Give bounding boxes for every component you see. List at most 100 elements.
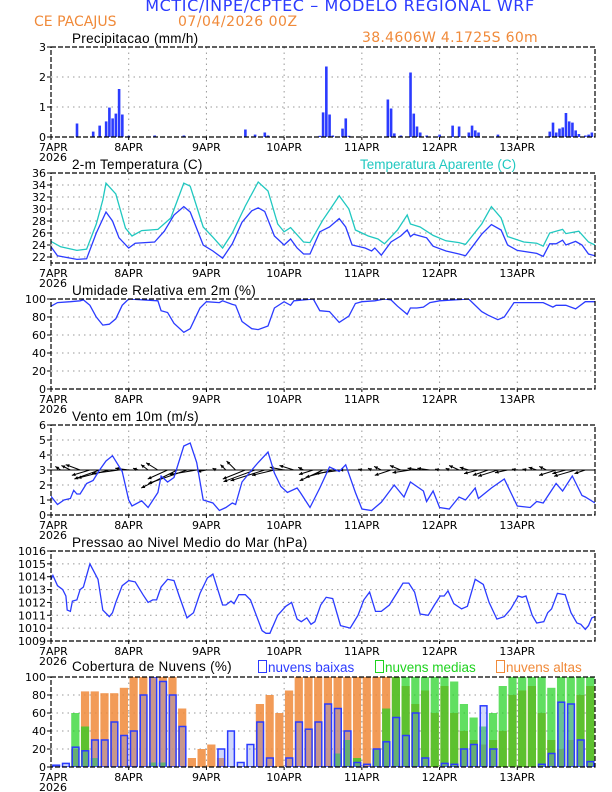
precip-bar (467, 132, 471, 137)
wind-vector-arrow (140, 464, 149, 471)
low-cloud-bar (382, 741, 391, 767)
wind-arrow-head (133, 467, 137, 471)
x-year-label: 2026 (39, 529, 67, 542)
legend-high-label: nuvens altas (506, 660, 582, 675)
x-tick-label: 12APR (422, 519, 458, 532)
x-tick-label: 11APR (344, 267, 380, 280)
wind-vector-arrow (145, 462, 159, 471)
x-tick-label: 13APR (499, 267, 535, 280)
precip-bar (386, 99, 390, 137)
wind-arrow-head (305, 474, 310, 478)
y-tick-label: 1016 (18, 545, 46, 558)
wind-vector-arrow (434, 468, 440, 472)
y-tick-label: 36 (32, 167, 46, 180)
high-cloud-bar (158, 677, 167, 767)
x-tick-label: 8APR (114, 519, 143, 532)
y-tick-label: 80 (32, 689, 46, 702)
y-tick-label: 20 (32, 743, 46, 756)
wind-arrow-head (539, 472, 544, 476)
precip-bar (266, 135, 270, 137)
y-tick-label: 5 (39, 434, 46, 447)
low-cloud-bar (392, 716, 401, 767)
low-cloud-bar (401, 734, 410, 767)
wind-vector-arrow (222, 469, 246, 480)
precip-bar (477, 132, 480, 137)
precip-bar (253, 134, 257, 137)
wind-arrow-head (222, 476, 227, 480)
y-tick-label: 3 (39, 41, 46, 54)
apparent-temperature-legend: Temperatura Aparente (C) (360, 157, 517, 172)
x-tick-label: 11APR (344, 771, 380, 784)
wind-arrow-head (148, 480, 153, 484)
precip-bar (496, 134, 500, 137)
precip-bar (457, 126, 461, 137)
precip-bar (473, 130, 477, 137)
high-cloud-bar (343, 677, 352, 767)
wind-vector-arrow (55, 465, 61, 471)
high-cloud-bar (255, 704, 265, 767)
mid-cloud-bar (411, 677, 420, 767)
plot-area (51, 562, 595, 634)
series-line (51, 299, 595, 334)
plot-area (51, 299, 595, 334)
station-name: CE PACAJUS (34, 14, 117, 30)
legend-mid-swatch (375, 660, 384, 673)
precip-bar (574, 130, 577, 137)
y-tick-label: 2 (39, 479, 46, 492)
y-tick-label: 26 (32, 227, 46, 240)
y-tick-label: 40 (32, 725, 46, 738)
series-line (51, 442, 595, 512)
precip-bar (328, 114, 331, 137)
y-tick-label: 32 (32, 191, 46, 204)
x-year-label: 2026 (39, 277, 67, 290)
wind-vector-arrow (407, 466, 421, 471)
low-cloud-bar (236, 761, 245, 767)
precip-bar (590, 132, 594, 137)
x-tick-label: 13APR (499, 393, 535, 406)
high-cloud-bar (100, 693, 109, 767)
x-tick-label: 9APR (192, 519, 221, 532)
precip-bar (91, 131, 95, 137)
y-tick-label: 2 (39, 71, 46, 84)
wind-arrow-head (407, 466, 412, 471)
x-tick-label: 9APR (192, 141, 221, 154)
low-cloud-bar (81, 750, 90, 767)
low-cloud-bar (489, 748, 498, 767)
y-tick-label: 100 (25, 293, 46, 306)
wind-vector-arrow (220, 464, 227, 471)
precip-bar (331, 135, 335, 137)
x-year-label: 2026 (39, 151, 67, 164)
plot-border (50, 172, 596, 264)
high-cloud-bar (168, 677, 177, 767)
y-tick-label: 4 (39, 449, 46, 462)
x-tick-label: 13APR (499, 141, 535, 154)
y-tick-label: 1014 (18, 571, 46, 584)
legend-high-clouds: nuvens altas (496, 660, 582, 675)
low-cloud-bar (479, 705, 488, 767)
wind-vector-arrow (552, 469, 566, 475)
low-cloud-bar (343, 730, 352, 767)
mid-cloud-bar (488, 713, 498, 767)
wind-vector-arrow (91, 469, 120, 475)
low-cloud-bar (576, 739, 585, 767)
x-tick-label: 11APR (344, 393, 380, 406)
mid-cloud-bar (158, 762, 167, 767)
low-cloud-bar (265, 757, 274, 767)
wind-arrow-head (298, 467, 303, 471)
wind-vector-arrow (511, 467, 518, 472)
x-tick-label: 8APR (114, 393, 143, 406)
mid-cloud-bar (80, 726, 90, 767)
wind-vector-arrow (392, 469, 411, 474)
legend-mid-label: nuvens medias (385, 660, 476, 675)
precip-bar (344, 118, 348, 137)
mid-cloud-bar (420, 677, 430, 767)
y-tick-label: 1 (39, 101, 46, 114)
wind-arrow-head (74, 476, 79, 480)
mid-cloud-bar (440, 677, 449, 767)
precip-bar (409, 72, 412, 137)
x-tick-label: 10APR (266, 519, 302, 532)
plot-area (51, 442, 595, 512)
wind-vector-arrow (358, 468, 363, 472)
